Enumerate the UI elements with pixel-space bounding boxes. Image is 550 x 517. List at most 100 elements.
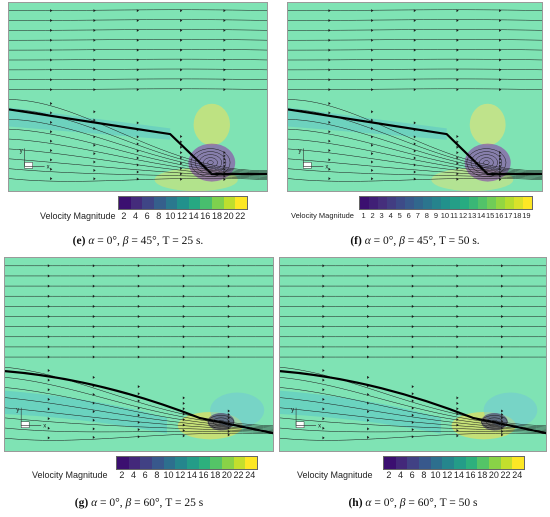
- streamline-arrow: [322, 335, 325, 339]
- vortex-ring: [203, 157, 218, 168]
- axis-triad: yx: [16, 407, 46, 430]
- streamline-arrow: [47, 284, 50, 288]
- streamline-arrow: [180, 145, 183, 149]
- vortex-ring: [190, 148, 231, 177]
- streamline-arrow: [136, 149, 139, 153]
- streamline-arrow: [413, 58, 416, 62]
- streamline-arrow: [501, 355, 504, 359]
- streamline-arrow: [411, 335, 414, 339]
- streamline-arrow: [227, 355, 230, 359]
- streamline-arrow: [411, 294, 414, 298]
- streamline: [280, 432, 546, 441]
- streamline-arrow: [328, 130, 331, 134]
- streamline: [288, 109, 542, 172]
- colorbar-swatch: [212, 197, 224, 209]
- streamline-arrow: [499, 178, 502, 182]
- vortex-ring: [194, 151, 227, 174]
- colorbar: [118, 196, 248, 210]
- streamline-arrow: [223, 178, 226, 182]
- streamline-arrow: [456, 355, 459, 359]
- streamline-arrow: [499, 18, 502, 22]
- colorbar-tick-label: 2: [386, 470, 392, 480]
- streamline-svg: yx: [288, 3, 542, 191]
- colorbar-swatch: [441, 197, 451, 209]
- streamline-arrow: [411, 406, 414, 410]
- colorbar-swatch: [423, 197, 433, 209]
- axis-triad: yx: [291, 407, 321, 430]
- streamline-arrow: [180, 172, 183, 176]
- streamline-arrow: [456, 145, 459, 149]
- streamline: [288, 9, 542, 11]
- streamline-arrow: [92, 274, 95, 278]
- vortex-ring: [199, 154, 222, 171]
- streamline-arrow: [93, 152, 96, 156]
- streamline-arrow: [501, 264, 504, 268]
- streamline-arrow: [456, 407, 459, 411]
- streamline-arrow: [223, 88, 226, 92]
- streamline-arrow: [367, 355, 370, 359]
- colorbar-swatch: [198, 457, 211, 469]
- streamline-arrow: [367, 435, 370, 439]
- high-velocity-region: [469, 103, 506, 146]
- colorbar: [359, 196, 533, 210]
- streamline-arrow: [456, 284, 459, 288]
- streamline: [288, 49, 542, 51]
- streamline-arrow: [322, 315, 325, 318]
- streamline-arrow: [227, 304, 230, 308]
- streamline: [9, 119, 267, 173]
- streamline-arrow: [413, 163, 416, 167]
- streamline-arrow: [136, 28, 139, 32]
- streamline-arrow: [367, 427, 370, 431]
- streamline-arrow: [136, 88, 139, 92]
- colorbar-tick-label: 4: [388, 211, 393, 220]
- colorbar-swatch: [233, 457, 246, 469]
- streamline-arrow: [501, 412, 504, 416]
- streamline-arrow: [371, 58, 374, 62]
- streamline-arrow: [223, 9, 226, 13]
- streamline-arrow: [227, 325, 230, 329]
- streamline-arrow: [50, 102, 53, 106]
- streamline: [9, 29, 267, 31]
- streamline: [288, 78, 542, 81]
- streamline-arrow: [182, 412, 185, 416]
- streamline-arrow: [93, 143, 96, 147]
- streamline: [288, 39, 542, 41]
- streamline-arrow: [93, 68, 96, 72]
- streamline-arrow: [328, 78, 331, 82]
- axis-origin-box: [295, 421, 305, 428]
- streamline-arrow: [92, 345, 95, 349]
- streamline-arrow: [411, 315, 414, 318]
- streamline-arrow: [182, 355, 185, 359]
- streamline-arrow: [413, 135, 416, 139]
- streamline-arrow: [413, 18, 416, 22]
- streamline-arrow: [227, 409, 230, 413]
- streamline-arrow: [328, 48, 331, 52]
- streamline-arrow: [137, 264, 140, 268]
- streamline-arrow: [50, 120, 53, 124]
- streamline-arrow: [137, 284, 140, 288]
- colorbar-tick-label: 13: [467, 211, 477, 220]
- streamline: [280, 407, 546, 431]
- colorbar-swatch: [477, 457, 490, 469]
- streamline-arrow: [93, 78, 96, 82]
- colorbar-tick-label: 2: [119, 470, 125, 480]
- streamline-arrow: [47, 397, 50, 401]
- vortex-ring: [479, 157, 494, 168]
- colorbar-tick-label: 22: [500, 470, 511, 480]
- streamline-arrow: [180, 78, 183, 82]
- streamline-arrow: [411, 435, 414, 439]
- streamline-arrow: [371, 177, 374, 181]
- streamline-arrow: [180, 9, 183, 13]
- streamline: [288, 119, 542, 173]
- streamline-arrow: [93, 9, 96, 13]
- colorbar-tick-label: 12: [458, 211, 468, 220]
- streamline: [9, 99, 267, 171]
- streamline-arrow: [136, 48, 139, 52]
- streamline: [9, 58, 267, 61]
- colorbar-tick-label: 2: [121, 211, 127, 221]
- axis-origin-box: [303, 162, 312, 169]
- colorbar: [383, 456, 525, 470]
- vortex-spiral: [481, 415, 508, 429]
